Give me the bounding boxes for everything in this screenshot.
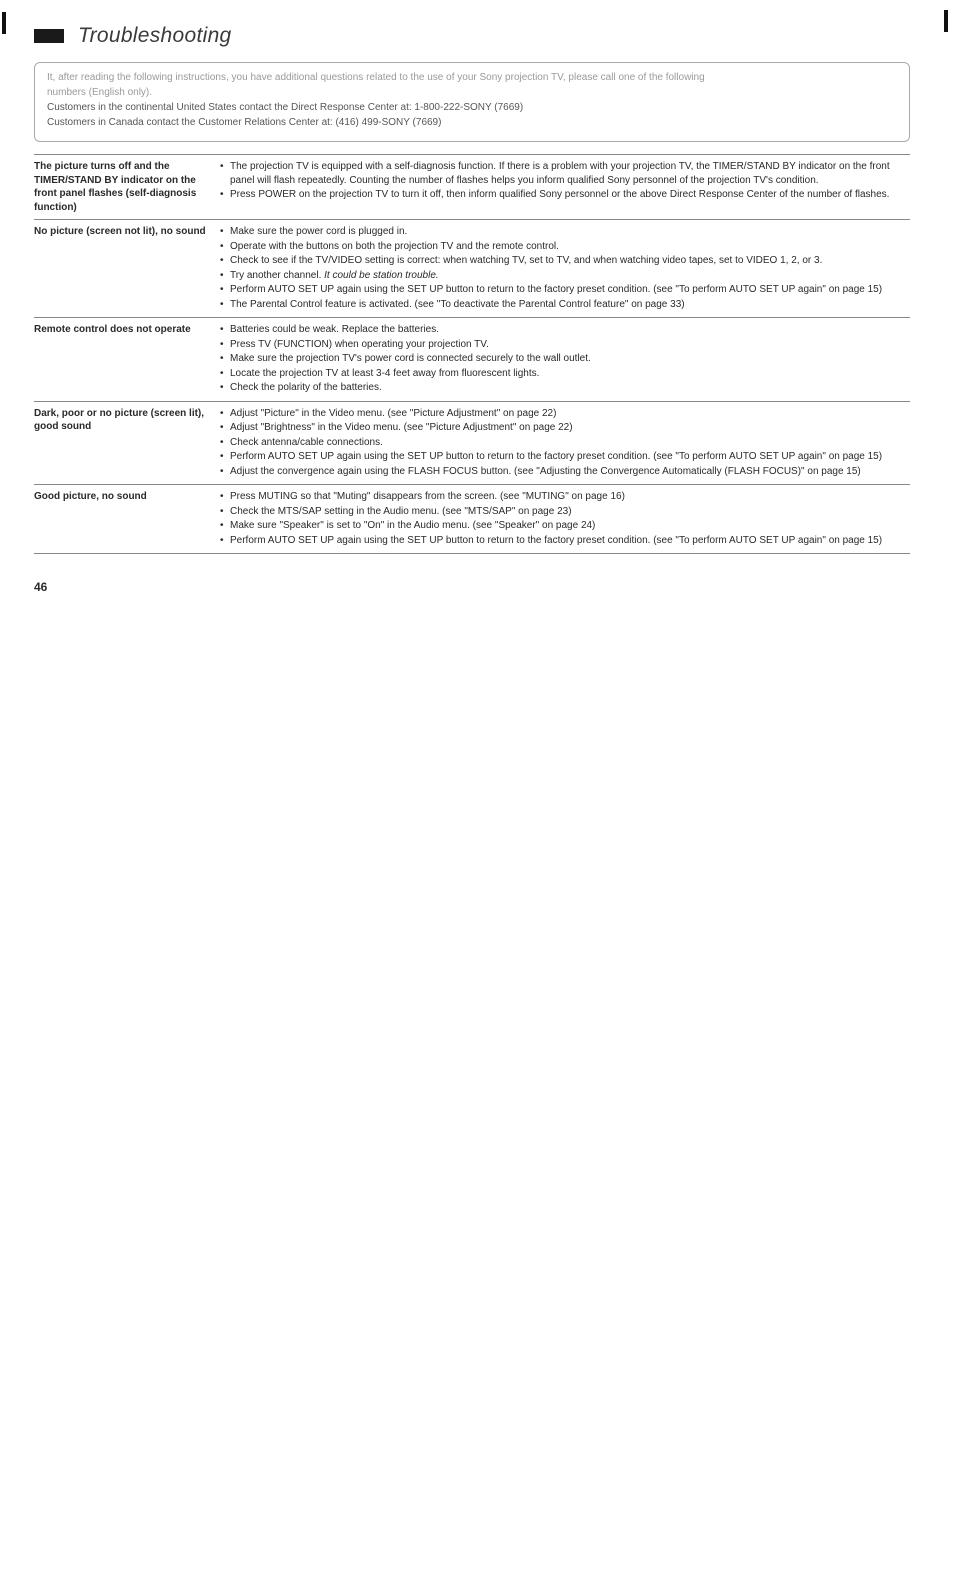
solution-cell: Batteries could be weak. Replace the bat… [220,318,910,402]
problem-cell: Dark, poor or no picture (screen lit), g… [34,401,220,485]
solution-list: Press MUTING so that "Muting" disappears… [220,490,906,547]
solution-item: Check to see if the TV/VIDEO setting is … [220,254,906,268]
solution-cell: Press MUTING so that "Muting" disappears… [220,485,910,554]
solution-item: Press MUTING so that "Muting" disappears… [220,490,906,504]
solution-item: Adjust "Picture" in the Video menu. (see… [220,407,906,421]
solution-item: Make sure "Speaker" is set to "On" in th… [220,519,906,533]
problem-cell: The picture turns off and the TIMER/STAN… [34,155,220,220]
table-row: Good picture, no soundPress MUTING so th… [34,485,910,554]
header-ornament-block [34,29,64,43]
contact-info-box: It, after reading the following instruct… [34,62,910,142]
solution-item: Adjust "Brightness" in the Video menu. (… [220,421,906,435]
crop-mark-right [944,10,948,32]
solution-item: The projection TV is equipped with a sel… [220,160,906,187]
crop-mark-left [2,12,6,34]
solution-item: Batteries could be weak. Replace the bat… [220,323,906,337]
info-line-3: Customers in the continental United Stat… [47,101,897,115]
solution-item: Locate the projection TV at least 3-4 fe… [220,367,906,381]
solution-list: Batteries could be weak. Replace the bat… [220,323,906,395]
solution-item: Make sure the projection TV's power cord… [220,352,906,366]
info-line-1: It, after reading the following instruct… [47,71,897,85]
solution-item: Perform AUTO SET UP again using the SET … [220,450,906,464]
solution-item: Operate with the buttons on both the pro… [220,240,906,254]
info-line-4: Customers in Canada contact the Customer… [47,116,897,130]
table-row: No picture (screen not lit), no soundMak… [34,220,910,318]
table-row: The picture turns off and the TIMER/STAN… [34,155,910,220]
page-number: 46 [34,580,910,594]
page-header: Troubleshooting [34,24,910,48]
solution-item: Check the MTS/SAP setting in the Audio m… [220,505,906,519]
solution-list: The projection TV is equipped with a sel… [220,160,906,202]
solution-item: Perform AUTO SET UP again using the SET … [220,283,906,297]
solution-cell: Adjust "Picture" in the Video menu. (see… [220,401,910,485]
solution-item: Press TV (FUNCTION) when operating your … [220,338,906,352]
solution-cell: The projection TV is equipped with a sel… [220,155,910,220]
solution-item: Check the polarity of the batteries. [220,381,906,395]
troubleshooting-table: The picture turns off and the TIMER/STAN… [34,154,910,554]
problem-cell: Good picture, no sound [34,485,220,554]
solution-item: Try another channel. It could be station… [220,269,906,283]
solution-item: Check antenna/cable connections. [220,436,906,450]
info-line-2: numbers (English only). [47,86,897,100]
table-row: Dark, poor or no picture (screen lit), g… [34,401,910,485]
table-row: Remote control does not operateBatteries… [34,318,910,402]
solution-cell: Make sure the power cord is plugged in.O… [220,220,910,318]
solution-item: The Parental Control feature is activate… [220,298,906,312]
page-title: Troubleshooting [78,24,232,48]
solution-item: Adjust the convergence again using the F… [220,465,906,479]
solution-item: Press POWER on the projection TV to turn… [220,188,906,202]
problem-cell: No picture (screen not lit), no sound [34,220,220,318]
problem-cell: Remote control does not operate [34,318,220,402]
solution-list: Adjust "Picture" in the Video menu. (see… [220,407,906,479]
solution-item: Perform AUTO SET UP again using the SET … [220,534,906,548]
solution-list: Make sure the power cord is plugged in.O… [220,225,906,311]
solution-item: Make sure the power cord is plugged in. [220,225,906,239]
